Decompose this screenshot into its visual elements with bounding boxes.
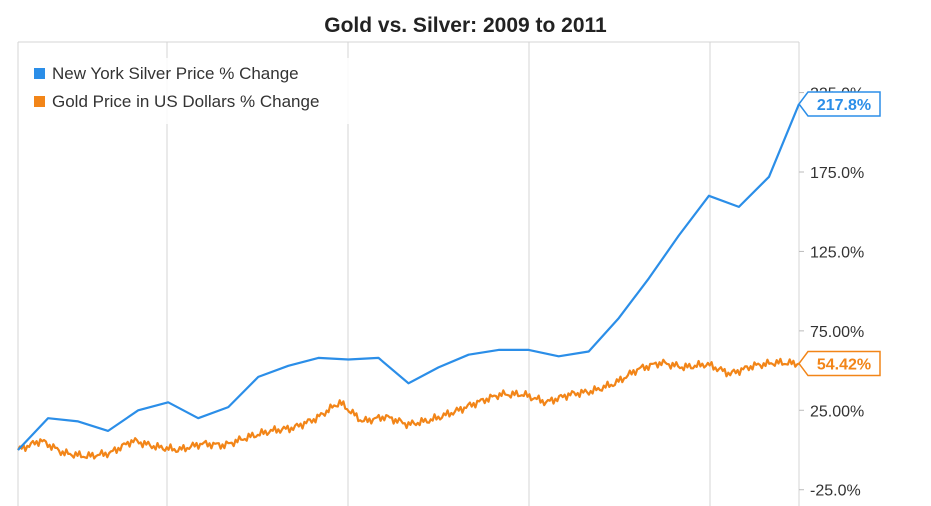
y-tick-label: 75.00%	[810, 324, 864, 341]
y-tick-label: -25.0%	[810, 483, 861, 500]
y-tick-label: 125.0%	[810, 244, 864, 261]
end-value-labels: 54.42% 217.8%	[798, 91, 881, 377]
y-tick-label: 25.00%	[810, 403, 864, 420]
series-lines	[17, 103, 801, 460]
grid-lines	[17, 41, 800, 506]
gold-swatch-icon	[34, 96, 45, 107]
chart-title: Gold vs. Silver: 2009 to 2011	[324, 14, 607, 37]
y-tick-label: 175.0%	[810, 165, 864, 182]
silver-end-label-box	[798, 91, 881, 117]
silver-series-line[interactable]	[17, 103, 801, 451]
legend: New York Silver Price % Change Gold Pric…	[24, 58, 380, 124]
gold-series-line[interactable]	[17, 357, 800, 460]
legend-item-silver[interactable]: New York Silver Price % Change	[34, 63, 299, 85]
gold-end-label: 54.42%	[817, 357, 871, 374]
gold-end-label-box	[798, 350, 881, 377]
silver-swatch-icon	[34, 68, 45, 79]
legend-label-silver: New York Silver Price % Change	[52, 64, 299, 83]
legend-label-gold: Gold Price in US Dollars % Change	[52, 92, 320, 111]
legend-item-gold[interactable]: Gold Price in US Dollars % Change	[34, 91, 319, 113]
silver-end-label: 217.8%	[817, 97, 871, 114]
y-axis-labels: 225.0%175.0%125.0%75.00%25.00%-25.0%	[799, 86, 864, 500]
